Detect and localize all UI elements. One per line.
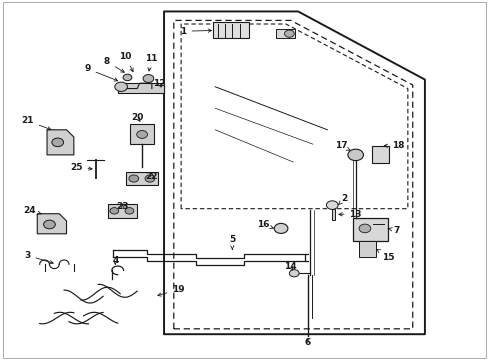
Text: 1: 1: [180, 27, 211, 36]
Text: 4: 4: [112, 256, 118, 265]
Text: 12: 12: [153, 79, 165, 88]
Text: 15: 15: [376, 249, 394, 262]
Text: 10: 10: [119, 52, 133, 72]
Text: 14: 14: [284, 262, 297, 271]
Circle shape: [143, 75, 154, 82]
Text: 16: 16: [256, 220, 273, 229]
Circle shape: [52, 138, 63, 147]
Bar: [126, 172, 158, 185]
Polygon shape: [47, 130, 74, 155]
Bar: [352, 218, 387, 241]
Text: 5: 5: [229, 235, 235, 249]
Text: 17: 17: [334, 141, 349, 150]
Bar: [371, 145, 388, 163]
Circle shape: [326, 201, 337, 210]
Text: 19: 19: [158, 285, 184, 296]
Bar: [118, 83, 163, 93]
Text: 3: 3: [24, 251, 53, 264]
Bar: [130, 125, 154, 144]
Circle shape: [289, 270, 299, 277]
Circle shape: [115, 82, 127, 91]
Text: 13: 13: [338, 210, 361, 219]
Text: 7: 7: [387, 226, 399, 235]
Circle shape: [123, 74, 132, 81]
Text: 25: 25: [70, 163, 92, 172]
Bar: [212, 22, 249, 39]
Bar: [276, 30, 294, 39]
Text: 20: 20: [131, 113, 143, 122]
Circle shape: [358, 224, 370, 233]
Bar: [108, 204, 137, 218]
Text: 9: 9: [84, 64, 118, 81]
Text: 11: 11: [144, 54, 157, 71]
Circle shape: [137, 131, 147, 138]
Circle shape: [129, 175, 139, 182]
Circle shape: [274, 224, 287, 233]
Text: 6: 6: [304, 338, 310, 347]
Circle shape: [284, 30, 294, 37]
Circle shape: [347, 149, 363, 161]
Text: 18: 18: [384, 141, 404, 150]
Text: 23: 23: [116, 202, 128, 211]
Circle shape: [110, 208, 119, 214]
Bar: [331, 209, 334, 220]
Text: 22: 22: [145, 172, 158, 181]
Circle shape: [145, 175, 155, 182]
Text: 21: 21: [21, 116, 51, 130]
Bar: [358, 241, 375, 257]
Polygon shape: [37, 214, 66, 234]
Text: 2: 2: [338, 194, 347, 205]
Circle shape: [125, 208, 134, 214]
Text: 24: 24: [23, 206, 41, 215]
Circle shape: [43, 220, 55, 229]
Text: 8: 8: [103, 57, 124, 72]
